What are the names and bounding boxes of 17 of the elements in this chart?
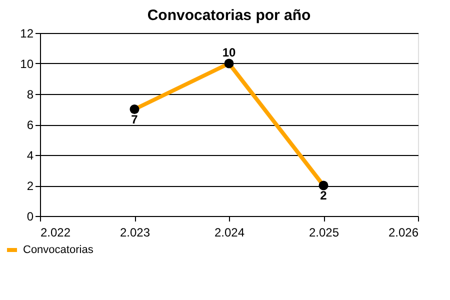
data-label: 10 bbox=[222, 46, 236, 60]
x-tick-label: 2.025 bbox=[308, 226, 340, 240]
y-tick-label: 8 bbox=[26, 88, 34, 102]
data-label: 2 bbox=[320, 188, 328, 202]
x-tick-label: 2.026 bbox=[388, 226, 419, 240]
data-label: 7 bbox=[131, 112, 138, 126]
legend-label: Convocatorias bbox=[23, 244, 94, 256]
chart-title: Convocatorias por año bbox=[147, 7, 311, 24]
y-tick-label: 2 bbox=[26, 179, 34, 193]
x-tick-label: 2.023 bbox=[120, 226, 150, 240]
y-tick-label: 0 bbox=[26, 210, 34, 224]
y-tick-label: 10 bbox=[20, 57, 34, 71]
y-tick-label: 4 bbox=[26, 148, 34, 162]
y-tick-label: 12 bbox=[20, 26, 34, 40]
y-tick-label: 6 bbox=[26, 118, 34, 132]
x-tick-label: 2.022 bbox=[40, 226, 71, 240]
x-tick-label: 2.024 bbox=[214, 226, 245, 240]
